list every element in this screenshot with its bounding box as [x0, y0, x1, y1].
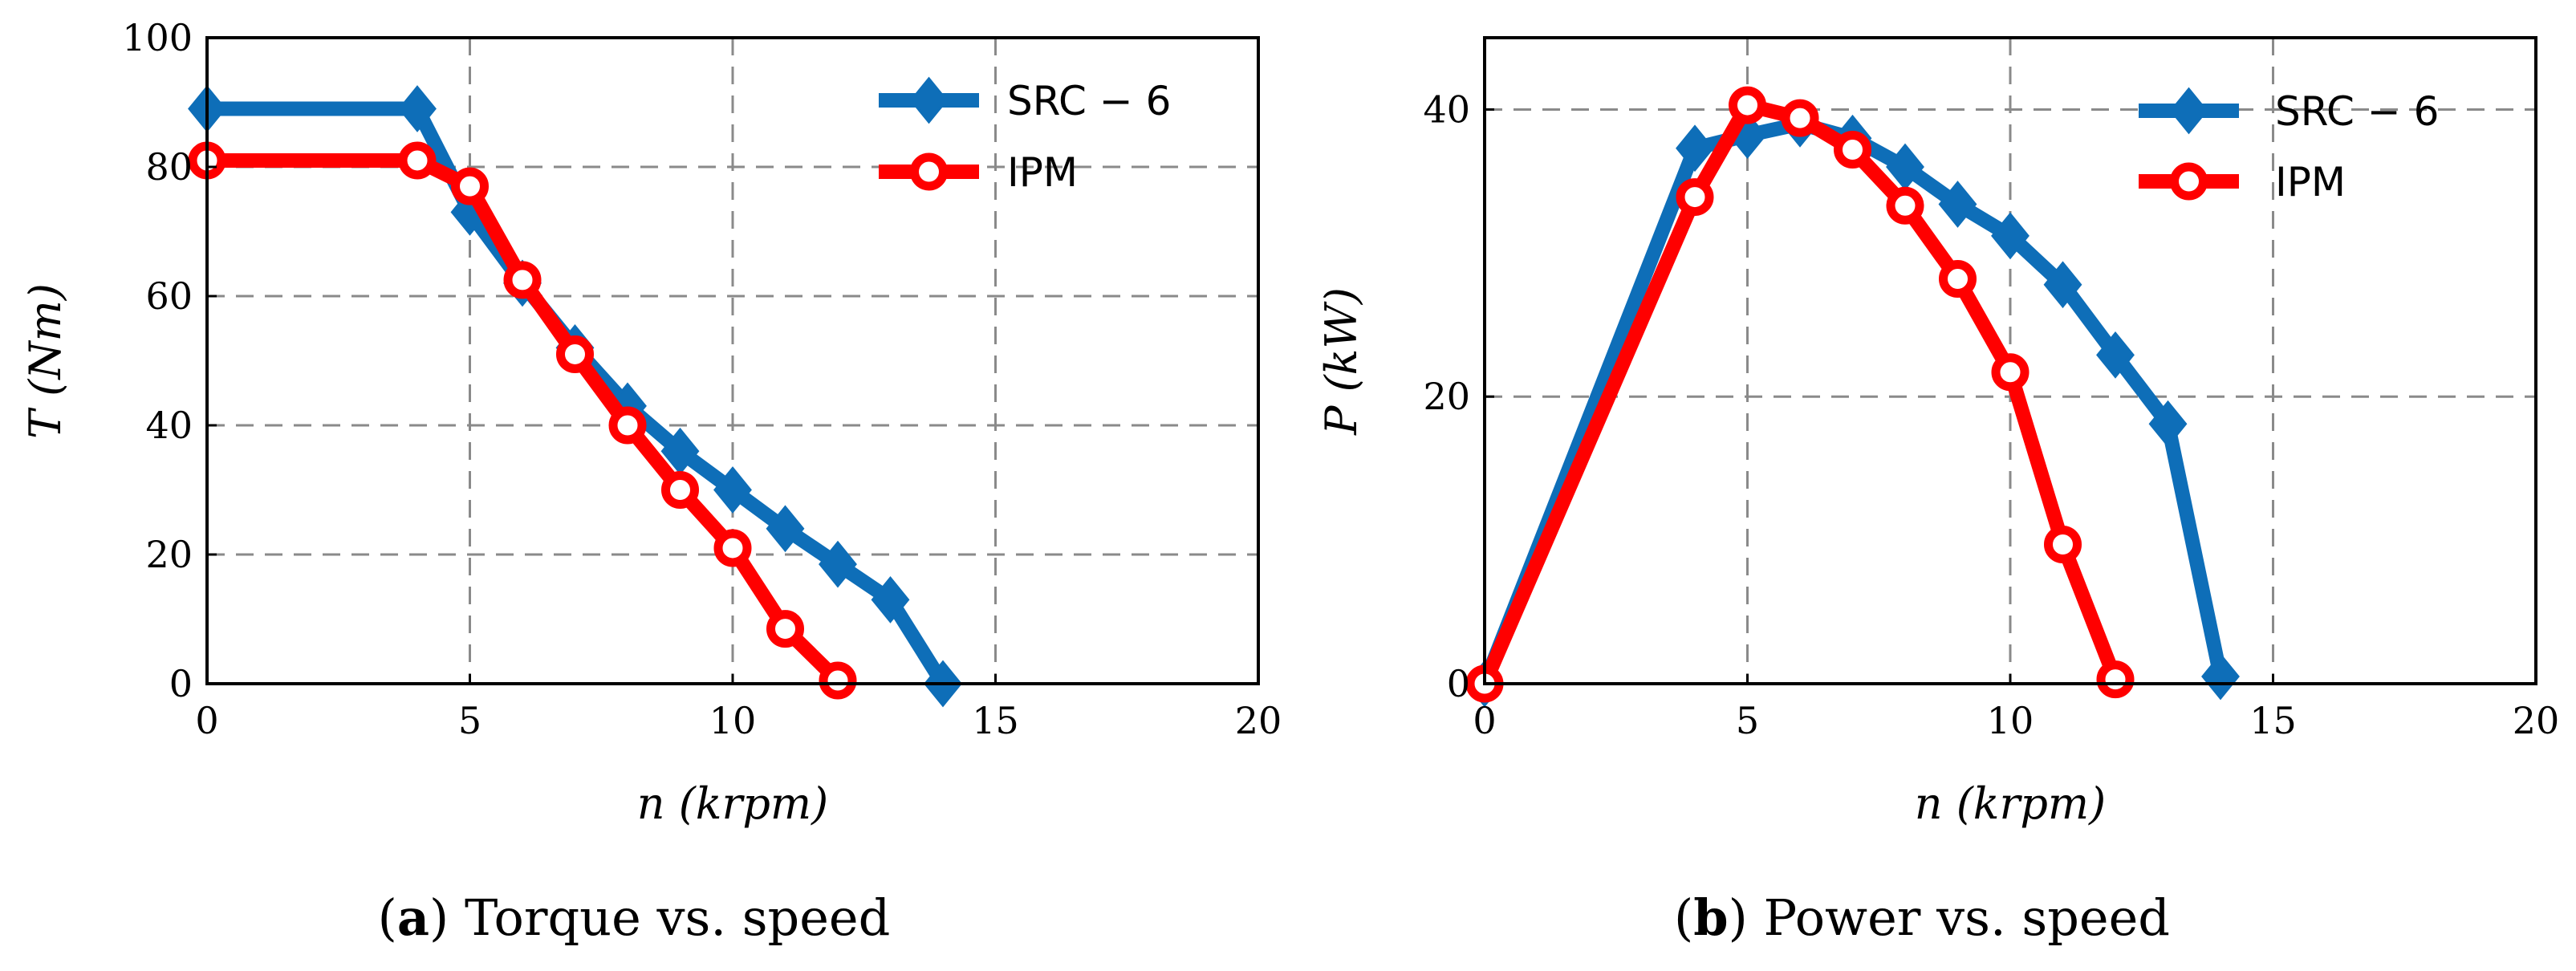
- torque-src-6-point: [398, 85, 437, 132]
- power-src-6-point: [2096, 331, 2135, 379]
- power-src-6-line: [1477, 116, 2228, 691]
- power-src-6-point: [1938, 181, 1977, 228]
- torque-ipm-point: [819, 661, 857, 700]
- torque-x-tick-label: 20: [1235, 699, 1282, 742]
- power-y-axis-label: P (kW): [1316, 287, 1367, 436]
- power-src-6-point: [2043, 261, 2082, 309]
- power-caption: (b) Power vs. speed: [1674, 888, 2170, 947]
- power-legend-src-marker: [2169, 87, 2208, 135]
- power-x-tick-label: 0: [1473, 699, 1496, 742]
- torque-y-tick-label: 0: [169, 662, 193, 705]
- torque-src-6-line: [200, 101, 950, 691]
- power-legend-src-label: SRC − 6: [2275, 88, 2439, 135]
- power-legend-ipm-symbol: [2170, 162, 2208, 201]
- torque-y-tick-label: 40: [145, 404, 193, 447]
- torque-series-src-6: [188, 85, 962, 708]
- power-ipm-point: [1676, 178, 1714, 217]
- power-y-tick-labels: 0 20 40: [1423, 87, 1494, 705]
- torque-ipm-point: [398, 141, 437, 180]
- torque-y-tick-label: 80: [145, 145, 193, 189]
- torque-y-tick-label: 20: [145, 533, 193, 576]
- torque-x-tick-label: 15: [972, 699, 1019, 742]
- power-x-tick-label: 20: [2513, 699, 2560, 742]
- torque-src-6-point: [871, 575, 910, 624]
- torque-legend-ipm-symbol: [910, 152, 948, 191]
- torque-legend: SRC − 6 IPM: [879, 76, 1171, 196]
- torque-ipm-point: [503, 261, 542, 299]
- torque-plot-area: [188, 85, 962, 708]
- power-x-tick-label: 5: [1736, 699, 1759, 742]
- power-y-tick-label: 40: [1423, 87, 1470, 131]
- power-x-tick-labels: 0 5 10 15 20: [1473, 674, 2559, 742]
- torque-legend-ipm-marker: [910, 152, 948, 191]
- torque-src-6-point: [819, 540, 857, 588]
- power-legend-src-6-symbol: [2169, 87, 2208, 135]
- torque-legend-src-label: SRC − 6: [1007, 78, 1171, 124]
- power-legend: SRC − 6 IPM: [2139, 87, 2439, 205]
- power-ipm-point: [2044, 525, 2082, 563]
- torque-ipm-point: [661, 471, 699, 509]
- torque-x-tick-label: 0: [195, 699, 218, 742]
- torque-src-6-point: [713, 466, 752, 514]
- torque-x-tick-label: 10: [709, 699, 757, 742]
- torque-caption-text: Torque vs. speed: [465, 888, 890, 947]
- torque-ipm-point: [713, 529, 752, 567]
- torque-ipm-point: [608, 406, 647, 445]
- torque-ipm-line: [200, 152, 845, 688]
- power-y-tick-label: 0: [1447, 662, 1470, 705]
- torque-src-6-point: [766, 505, 805, 553]
- power-legend-ipm-marker: [2170, 162, 2208, 201]
- power-ipm-point: [1939, 260, 1977, 299]
- torque-ipm-point: [556, 335, 594, 373]
- torque-legend-src-marker: [909, 76, 949, 124]
- torque-y-tick-label: 100: [122, 16, 193, 59]
- power-ipm-point: [1886, 186, 1924, 225]
- torque-x-axis-label: n (krpm): [637, 778, 828, 829]
- torque-series-ipm: [188, 141, 857, 700]
- power-ipm-point: [1781, 99, 1819, 137]
- power-ipm-point: [1729, 86, 1766, 124]
- torque-ipm-point: [766, 610, 804, 648]
- power-y-tick-label: 20: [1423, 375, 1470, 418]
- torque-x-tick-labels: 0 5 10 15 20: [195, 674, 1282, 742]
- torque-y-axis-label: T (Nm): [20, 283, 71, 439]
- power-series-src-6: [1465, 100, 2240, 708]
- torque-chart-panel: 0 5 10 15 20 0 20 40 60 80 100 n (krpm) T (Nm) SR…: [20, 16, 1282, 947]
- power-src-6-point: [1676, 124, 1714, 173]
- power-x-tick-label: 15: [2249, 699, 2297, 742]
- power-plot-area: [1465, 86, 2240, 708]
- power-ipm-point: [1834, 131, 1871, 169]
- torque-caption: (a) Torque vs. speed: [378, 888, 891, 947]
- torque-legend-ipm-label: IPM: [1007, 149, 1078, 196]
- power-src-6-point: [2201, 652, 2240, 701]
- power-ipm-line: [1477, 98, 2123, 691]
- torque-legend-src-6-symbol: [909, 76, 949, 124]
- power-src-6-point: [1991, 212, 2030, 260]
- torque-grid: [207, 38, 1258, 684]
- torque-y-tick-labels: 0 20 40 60 80 100: [122, 16, 217, 705]
- power-ipm-point: [1991, 353, 2030, 392]
- power-ipm-point: [2096, 660, 2135, 699]
- power-series-ipm: [1465, 86, 2135, 703]
- power-caption-letter: b: [1693, 888, 1728, 947]
- torque-x-tick-label: 5: [458, 699, 481, 742]
- torque-caption-letter: a: [397, 888, 429, 947]
- torque-y-tick-label: 60: [145, 274, 193, 318]
- power-x-tick-label: 10: [1987, 699, 2034, 742]
- power-src-6-point: [2148, 400, 2188, 448]
- power-x-axis-label: n (krpm): [1915, 778, 2106, 829]
- power-chart-panel: 0 5 10 15 20 0 20 40 n (krpm) P (kW) SRC − 6 I…: [1316, 36, 2559, 947]
- torque-ipm-point: [451, 167, 489, 205]
- power-caption-text: Power vs. speed: [1763, 888, 2169, 947]
- power-legend-ipm-label: IPM: [2275, 159, 2346, 205]
